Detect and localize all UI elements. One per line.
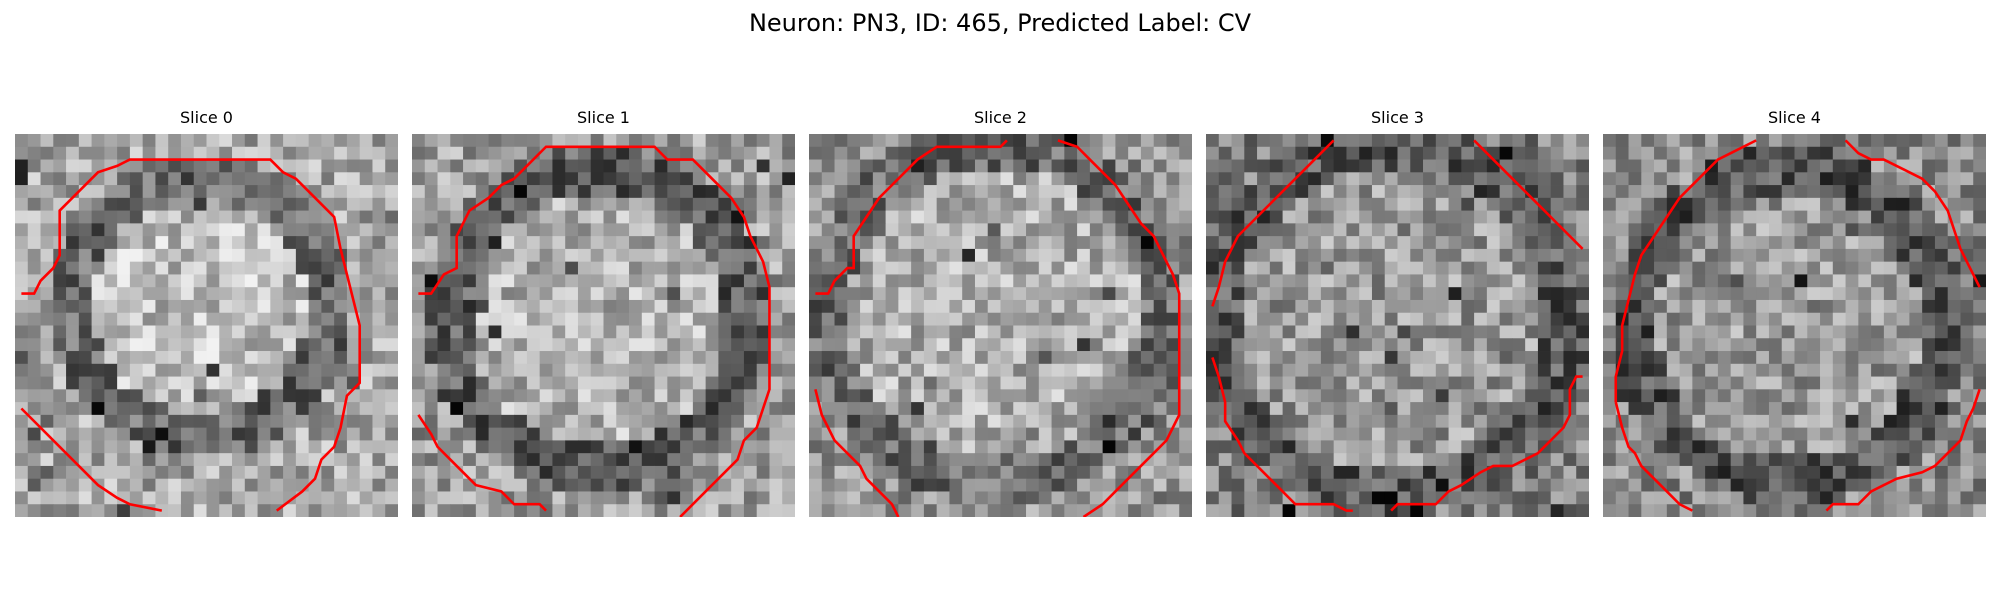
slice-pixels-0: [15, 134, 398, 517]
slice-pixels-1: [412, 134, 795, 517]
figure-title: Neuron: PN3, ID: 465, Predicted Label: C…: [748, 9, 1252, 37]
contour-line-4-1: [1846, 140, 1980, 287]
slice-image-4: [1603, 134, 1986, 517]
contour-line-4-0: [1616, 140, 1756, 402]
slice-title-0: Slice 0: [180, 108, 233, 127]
contour-line-4-3: [1826, 389, 1979, 510]
slice-image-2: [809, 134, 1192, 517]
slice-image-1: [412, 134, 795, 517]
slice-title-1: Slice 1: [577, 108, 630, 127]
contour-line-4-2: [1616, 402, 1693, 511]
contour-line-3-2: [1212, 357, 1352, 510]
contour-line-3-0: [1212, 140, 1333, 306]
slice-pixels-3: [1206, 134, 1589, 517]
slice-title-4: Slice 4: [1768, 108, 1821, 127]
slice-pixels-2: [809, 134, 1192, 517]
contour-line-0-0: [21, 160, 359, 511]
contour-line-1-1: [418, 415, 546, 511]
contour-line-2-0: [815, 140, 1006, 293]
contour-line-2-1: [1058, 140, 1179, 517]
contour-line-1-0: [418, 147, 769, 517]
slice-pixels-4: [1603, 134, 1986, 517]
contour-line-3-1: [1474, 140, 1583, 249]
contour-line-0-1: [21, 408, 161, 510]
slice-image-3: [1206, 134, 1589, 517]
slice-image-0: [15, 134, 398, 517]
slice-title-2: Slice 2: [974, 108, 1027, 127]
contour-line-3-3: [1391, 377, 1583, 511]
slice-title-3: Slice 3: [1371, 108, 1424, 127]
contour-line-2-2: [815, 389, 898, 517]
